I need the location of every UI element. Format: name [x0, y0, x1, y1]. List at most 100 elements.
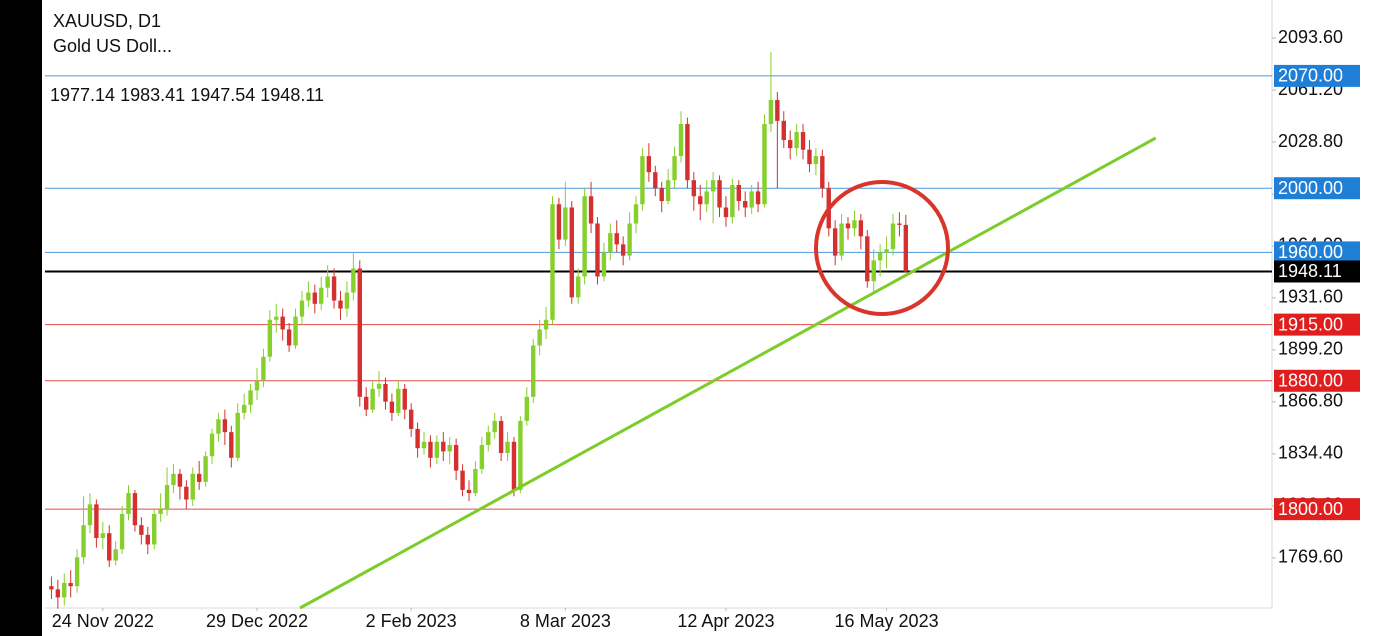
- candle-body: [376, 383, 382, 389]
- level-label-box: [1274, 313, 1360, 336]
- candle-body: [319, 287, 324, 304]
- candle-body: [505, 441, 510, 453]
- candle-body: [460, 470, 465, 490]
- level-label: 1800.00: [1278, 499, 1343, 519]
- candle-body: [903, 224, 909, 272]
- candle-body: [807, 149, 812, 165]
- candle-body: [755, 191, 761, 205]
- level-label-box: [1274, 64, 1360, 87]
- candle-body: [543, 319, 549, 330]
- candle-body: [537, 329, 542, 346]
- candle-body: [447, 444, 452, 452]
- candle-body: [441, 441, 446, 452]
- candle-body: [235, 412, 240, 458]
- candle-body: [306, 292, 311, 301]
- y-tick-label: 1866.80: [1278, 391, 1343, 411]
- level-label-box: [1274, 177, 1360, 200]
- candle-body: [421, 441, 427, 449]
- candle-body: [107, 533, 112, 561]
- candle-body: [357, 268, 362, 397]
- candle-body: [685, 124, 690, 181]
- candle-body: [518, 420, 523, 490]
- level-label: 1880.00: [1278, 371, 1343, 391]
- candle-body: [832, 228, 838, 256]
- candle-body: [81, 525, 86, 558]
- level-label-box: [1274, 241, 1360, 264]
- axes: 2093.602061.202028.801996.401964.001931.…: [52, 27, 1360, 631]
- candle-body: [286, 329, 292, 346]
- candle-body: [646, 156, 652, 173]
- candle-body: [743, 201, 748, 208]
- candle-body: [74, 557, 80, 587]
- candle-body: [68, 582, 73, 587]
- candle-body: [325, 276, 330, 288]
- candle-body: [196, 473, 202, 482]
- candle-body: [845, 223, 851, 229]
- candle-body: [813, 156, 819, 165]
- candle-body: [858, 220, 864, 237]
- candle-body: [678, 124, 684, 157]
- candle-body: [184, 486, 189, 500]
- candle-body: [614, 233, 619, 245]
- candle-body: [820, 156, 825, 189]
- ohlc-open: 1977.14: [50, 85, 115, 105]
- ohlc-close: 1948.11: [260, 85, 324, 105]
- overlay: [299, 136, 1157, 610]
- candle-body: [511, 441, 517, 490]
- candle-body: [704, 191, 709, 205]
- candle-body: [216, 419, 221, 434]
- candle-body: [113, 549, 118, 561]
- candle-body: [222, 419, 228, 433]
- candle-body: [331, 276, 337, 301]
- candle-body: [203, 456, 208, 482]
- candle-body: [396, 388, 401, 413]
- level-label: 1915.00: [1278, 314, 1343, 334]
- candle-body: [627, 223, 632, 256]
- candle-body: [466, 489, 472, 494]
- ohlc-readout: 1977.14 1983.41 1947.54 1948.11: [50, 85, 324, 105]
- trendline: [299, 136, 1157, 610]
- candle-body: [608, 233, 613, 253]
- candle-body: [877, 252, 883, 261]
- candle-body: [890, 223, 896, 250]
- candle-body: [653, 172, 658, 189]
- candle-body: [582, 196, 587, 277]
- candle-body: [762, 124, 767, 205]
- candle-body: [145, 534, 150, 545]
- y-tick-label: 1769.60: [1278, 547, 1343, 567]
- level-label: 1948.11: [1278, 261, 1342, 281]
- candle-body: [556, 204, 562, 240]
- candle-body: [248, 390, 253, 405]
- x-tick-label: 29 Dec 2022: [206, 611, 308, 631]
- candle-body: [730, 185, 735, 218]
- candle-body: [351, 268, 356, 293]
- screen-edge: [0, 0, 42, 636]
- candle-body: [280, 316, 285, 330]
- candle-body: [595, 223, 600, 277]
- candle-body: [383, 383, 388, 402]
- level-label-box: [1274, 260, 1360, 283]
- candle-body: [897, 223, 902, 225]
- x-tick-label: 2 Feb 2023: [366, 611, 457, 631]
- level-label-box: [1274, 369, 1360, 392]
- candle-body: [601, 252, 607, 277]
- candle-body: [749, 191, 754, 208]
- candle-body: [87, 504, 93, 526]
- x-tick-label: 24 Nov 2022: [52, 611, 154, 631]
- candle-body: [434, 441, 440, 458]
- candle-body: [736, 185, 742, 202]
- x-tick-label: 12 Apr 2023: [677, 611, 774, 631]
- candle-body: [839, 223, 844, 256]
- level-label: 1960.00: [1278, 242, 1343, 262]
- y-tick-label: 1899.20: [1278, 339, 1343, 359]
- candle-body: [344, 292, 350, 309]
- y-tick-label: 2093.60: [1278, 27, 1343, 47]
- candle-body: [524, 396, 530, 421]
- level-label: 2070.00: [1278, 66, 1343, 86]
- candle-body: [164, 485, 170, 510]
- candle-body: [852, 220, 857, 229]
- candle-body: [498, 420, 504, 453]
- candle-body: [408, 409, 414, 429]
